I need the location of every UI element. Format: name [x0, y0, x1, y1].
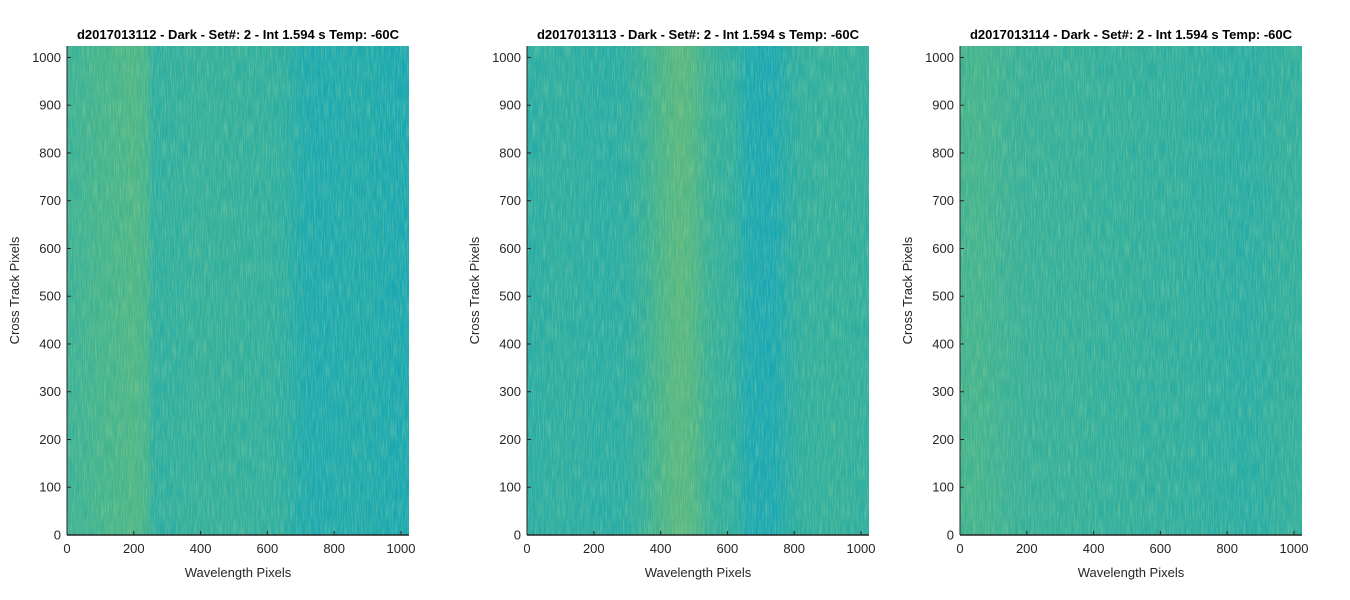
- x-tick-label: 0: [956, 541, 963, 556]
- y-tick-label: 200: [932, 432, 954, 447]
- y-axis-label: Cross Track Pixels: [900, 236, 915, 344]
- heatmap-noise-texture: [67, 46, 409, 535]
- chart-title: d2017013114 - Dark - Set#: 2 - Int 1.594…: [970, 27, 1293, 42]
- y-tick-label: 700: [39, 193, 61, 208]
- y-tick-label: 300: [499, 384, 521, 399]
- chart-title: d2017013113 - Dark - Set#: 2 - Int 1.594…: [537, 27, 860, 42]
- y-tick-label: 800: [39, 145, 61, 160]
- y-tick-label: 0: [514, 528, 521, 543]
- y-tick-label: 400: [932, 336, 954, 351]
- y-tick-label: 300: [932, 384, 954, 399]
- x-tick-label: 200: [1016, 541, 1038, 556]
- x-tick-label: 1000: [1280, 541, 1309, 556]
- x-tick-label: 0: [63, 541, 70, 556]
- y-tick-label: 600: [39, 241, 61, 256]
- y-tick-label: 900: [499, 98, 521, 113]
- y-tick-label: 0: [947, 528, 954, 543]
- x-tick-label: 0: [523, 541, 530, 556]
- y-tick-label: 1000: [492, 50, 521, 65]
- y-tick-label: 200: [39, 432, 61, 447]
- y-tick-label: 800: [932, 145, 954, 160]
- heatmap-noise-texture: [527, 46, 869, 535]
- x-tick-label: 800: [323, 541, 345, 556]
- y-tick-label: 600: [499, 241, 521, 256]
- x-tick-label: 200: [123, 541, 145, 556]
- x-tick-label: 400: [650, 541, 672, 556]
- x-tick-label: 600: [257, 541, 279, 556]
- x-tick-label: 400: [1083, 541, 1105, 556]
- heatmap-panel-3: 0 200 400 600 800 1000 0 100 200 300 400 500 600 700 8…: [900, 27, 1308, 580]
- y-tick-label: 1000: [925, 50, 954, 65]
- y-tick-label: 700: [932, 193, 954, 208]
- y-tick-label: 100: [499, 480, 521, 495]
- chart-title: d2017013112 - Dark - Set#: 2 - Int 1.594…: [77, 27, 400, 42]
- heatmap-panel-1: 0 200 400 600 800 1000 0 100 200 300 400 500 600 700 8…: [7, 27, 415, 580]
- y-tick-label: 800: [499, 145, 521, 160]
- x-tick-label: 600: [717, 541, 739, 556]
- heatmap-noise-texture: [960, 46, 1302, 535]
- y-tick-label: 500: [39, 289, 61, 304]
- y-tick-label: 200: [499, 432, 521, 447]
- y-tick-label: 100: [932, 480, 954, 495]
- y-tick-label: 700: [499, 193, 521, 208]
- x-axis-label: Wavelength Pixels: [645, 565, 752, 580]
- y-tick-label: 600: [932, 241, 954, 256]
- y-tick-label: 900: [932, 98, 954, 113]
- x-tick-label: 800: [783, 541, 805, 556]
- x-axis-label: Wavelength Pixels: [185, 565, 292, 580]
- x-tick-label: 400: [190, 541, 212, 556]
- y-tick-label: 500: [499, 289, 521, 304]
- y-tick-label: 400: [499, 336, 521, 351]
- y-tick-label: 900: [39, 98, 61, 113]
- x-tick-label: 1000: [387, 541, 416, 556]
- y-tick-label: 500: [932, 289, 954, 304]
- y-tick-label: 100: [39, 480, 61, 495]
- y-axis-label: Cross Track Pixels: [467, 236, 482, 344]
- heatmap-panel-2: 0 200 400 600 800 1000 0 100 200 300 400 500 600 700 8…: [467, 27, 875, 580]
- x-tick-label: 1000: [847, 541, 876, 556]
- x-tick-label: 600: [1150, 541, 1172, 556]
- x-tick-label: 200: [583, 541, 605, 556]
- y-tick-label: 1000: [32, 50, 61, 65]
- y-tick-label: 400: [39, 336, 61, 351]
- x-tick-label: 800: [1216, 541, 1238, 556]
- x-axis-label: Wavelength Pixels: [1078, 565, 1185, 580]
- y-tick-label: 0: [54, 528, 61, 543]
- y-axis-label: Cross Track Pixels: [7, 236, 22, 344]
- y-tick-label: 300: [39, 384, 61, 399]
